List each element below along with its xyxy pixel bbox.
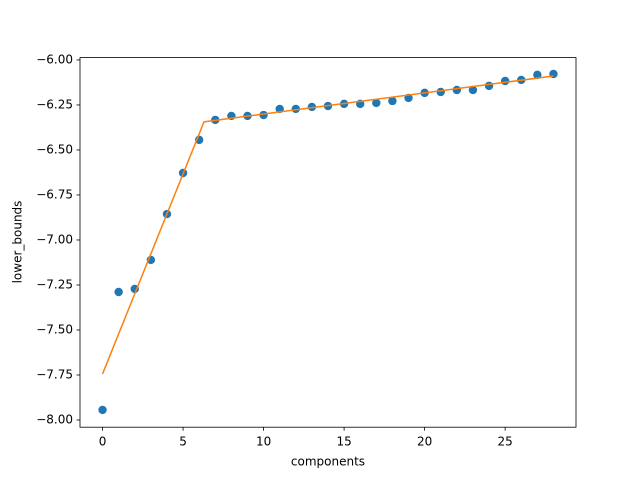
y-tick-label: −6.25 [36, 97, 73, 111]
fit-line [101, 75, 554, 375]
y-tick-label: −6.75 [36, 187, 73, 201]
data-point [452, 85, 462, 95]
y-tick-label: −7.25 [36, 277, 73, 291]
y-tick-label: −8.00 [36, 412, 73, 426]
y-tick-label: −7.00 [36, 232, 73, 246]
x-tick-label: 5 [179, 435, 187, 449]
x-tick-label: 25 [498, 435, 513, 449]
x-tick-label: 20 [417, 435, 432, 449]
data-point [484, 81, 494, 91]
data-point [468, 85, 478, 95]
x-tick-label: 15 [336, 435, 351, 449]
data-point [372, 98, 381, 108]
data-point [98, 405, 107, 415]
y-tick-label: −6.00 [36, 52, 73, 66]
x-axis-label: components [291, 455, 365, 469]
data-point [114, 287, 123, 297]
data-point [533, 70, 542, 80]
y-axis-label: lower_bounds [11, 201, 25, 284]
y-tick-label: −7.50 [36, 322, 73, 336]
x-tick-label: 10 [256, 435, 271, 449]
data-point [291, 104, 300, 114]
data-point [388, 96, 397, 106]
data-point [307, 102, 317, 112]
data-point [259, 110, 268, 120]
y-tick-label: −7.75 [36, 367, 73, 381]
y-tick-label: −6.50 [36, 142, 73, 156]
plot-frame [79, 57, 577, 428]
x-tick-label: 0 [99, 435, 107, 449]
data-point [436, 87, 445, 97]
data-point [500, 76, 510, 86]
